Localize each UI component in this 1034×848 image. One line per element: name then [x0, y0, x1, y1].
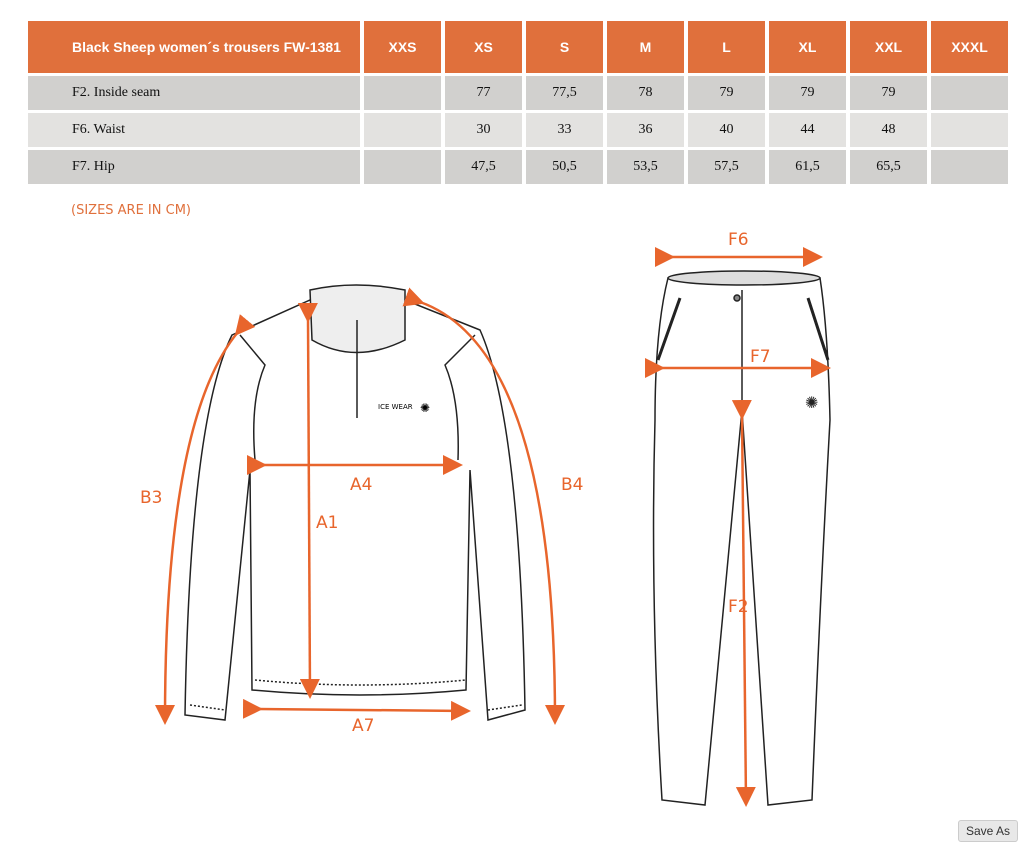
- label-b3: B3: [140, 488, 162, 508]
- units-note: (SIZES ARE IN CM): [71, 203, 191, 218]
- header-row: Black Sheep women´s trousers FW-1381 XXS…: [28, 21, 1008, 73]
- table-row: F6. Waist 30 33 36 40 44 48: [28, 113, 1008, 147]
- size-value: 77: [445, 76, 522, 110]
- arrow-b4: [402, 287, 565, 725]
- save-as-button[interactable]: Save As: [958, 820, 1019, 842]
- label-b4: B4: [561, 475, 583, 495]
- size-value: 30: [445, 113, 522, 147]
- size-value: 47,5: [445, 150, 522, 184]
- size-header: L: [688, 21, 765, 73]
- label-a4: A4: [350, 475, 372, 495]
- row-label: F7. Hip: [28, 150, 360, 184]
- size-value: 53,5: [607, 150, 684, 184]
- size-header: S: [526, 21, 603, 73]
- label-f6: F6: [728, 230, 749, 250]
- row-label: F6. Waist: [28, 113, 360, 147]
- table-row: F7. Hip 47,5 50,5 53,5 57,5 61,5 65,5: [28, 150, 1008, 184]
- logo-snowflake-icon: ✺: [420, 401, 430, 415]
- size-value: [364, 113, 441, 147]
- measurement-arrows: [155, 247, 831, 807]
- size-value: [364, 76, 441, 110]
- table-row: F2. Inside seam 77 77,5 78 79 79 79: [28, 76, 1008, 110]
- size-value: 61,5: [769, 150, 846, 184]
- jacket-drawing: [184, 284, 526, 721]
- row-label: F2. Inside seam: [28, 76, 360, 110]
- size-value: [931, 113, 1008, 147]
- arrow-a7: [242, 698, 471, 721]
- size-header: M: [607, 21, 684, 73]
- size-value: 57,5: [688, 150, 765, 184]
- snowflake-icon: ✺: [805, 395, 818, 412]
- label-a1: A1: [316, 513, 338, 533]
- size-value: 65,5: [850, 150, 927, 184]
- size-value: 50,5: [526, 150, 603, 184]
- size-value: 48: [850, 113, 927, 147]
- size-header: XXS: [364, 21, 441, 73]
- size-header: XXL: [850, 21, 927, 73]
- arrow-f2: [731, 399, 756, 807]
- size-value: 79: [850, 76, 927, 110]
- table-title: Black Sheep women´s trousers FW-1381: [28, 21, 360, 73]
- size-value: 77,5: [526, 76, 603, 110]
- size-value: 44: [769, 113, 846, 147]
- size-value: 78: [607, 76, 684, 110]
- size-header: XXXL: [931, 21, 1008, 73]
- size-value: [364, 150, 441, 184]
- arrow-a1: [297, 302, 320, 699]
- label-f2: F2: [728, 597, 749, 617]
- size-value: 79: [688, 76, 765, 110]
- logo-text: ICE WEAR: [378, 403, 413, 411]
- size-value: [931, 76, 1008, 110]
- size-value: 40: [688, 113, 765, 147]
- size-header: XS: [445, 21, 522, 73]
- size-value: [931, 150, 1008, 184]
- size-value: 79: [769, 76, 846, 110]
- trousers-drawing: ✺: [652, 270, 831, 806]
- arrow-b3: [155, 314, 256, 725]
- label-a7: A7: [352, 716, 374, 736]
- size-value: 33: [526, 113, 603, 147]
- size-header: XL: [769, 21, 846, 73]
- size-table: Black Sheep women´s trousers FW-1381 XXS…: [24, 18, 1012, 187]
- size-value: 36: [607, 113, 684, 147]
- label-f7: F7: [750, 347, 771, 367]
